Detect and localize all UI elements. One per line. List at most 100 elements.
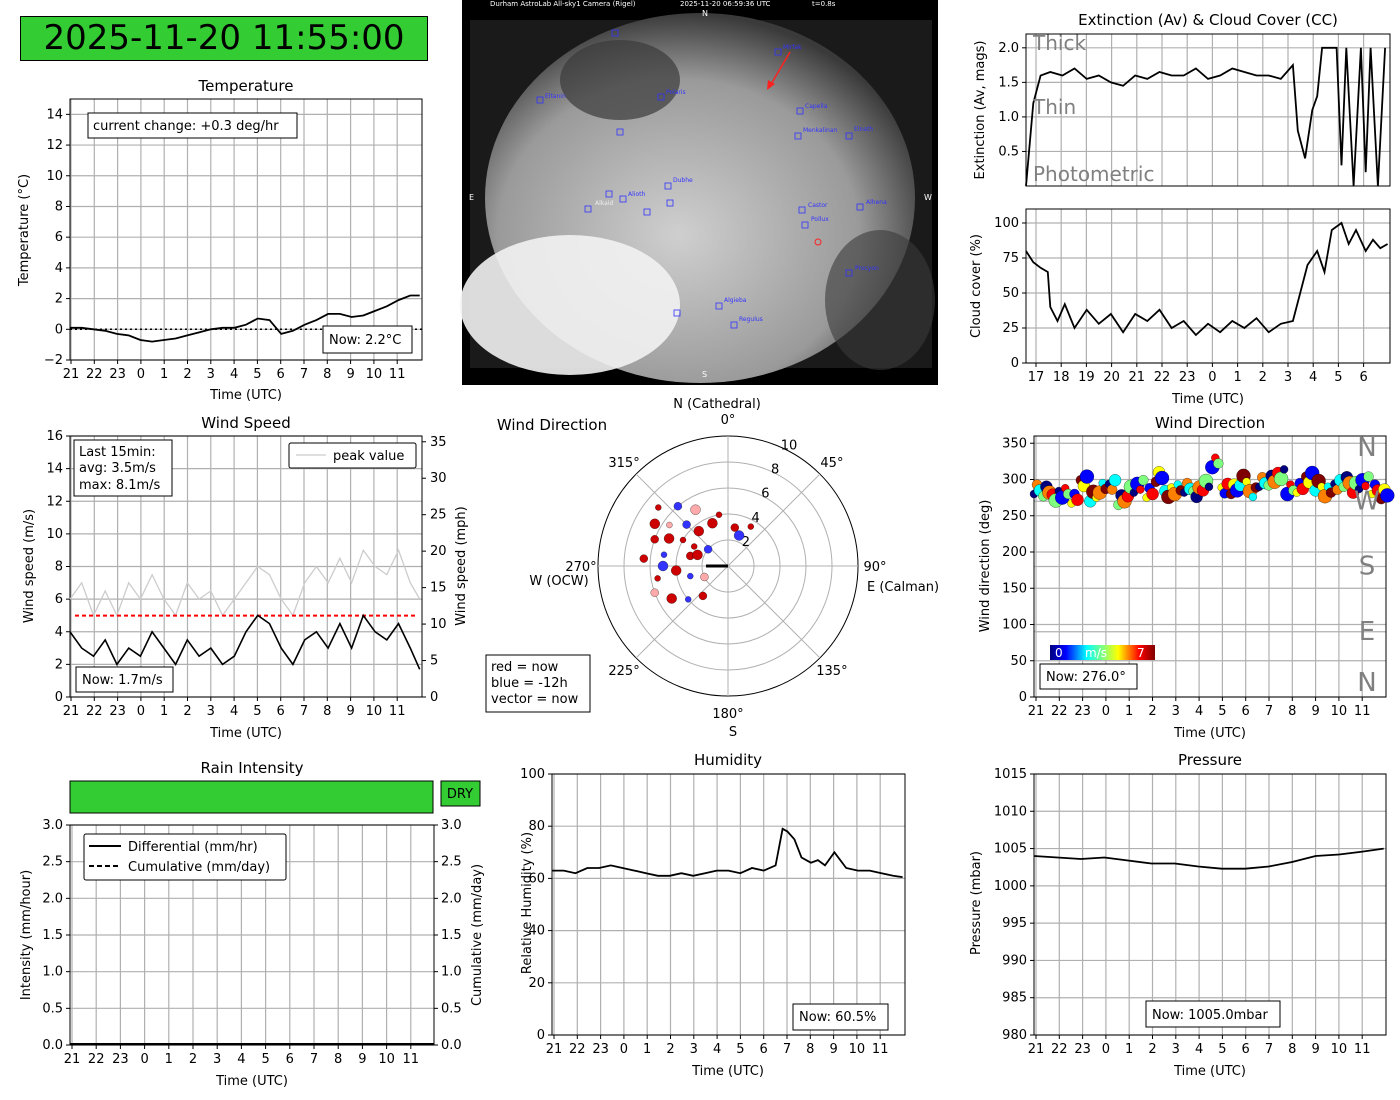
temperature-ytick-label: 8 [55, 199, 63, 214]
wind-dir-point [1380, 488, 1395, 503]
polar-angle-label: 90° [863, 560, 886, 575]
wind-speed-ytick-label: 16 [46, 429, 63, 444]
wind-dir-xtick-label: 1 [1125, 704, 1133, 719]
wind-speed-xtick-label: 8 [323, 704, 331, 719]
wind-speed-xtick-label: 6 [277, 704, 285, 719]
rain-xtick-label: 1 [165, 1052, 173, 1067]
wind-dir-colorbar-label: m/s [1085, 646, 1107, 660]
wind-dir-ytick-label: 150 [1002, 581, 1027, 596]
wind-dir-point [1079, 469, 1095, 484]
polar-point [657, 560, 669, 572]
wind-speed-xtick-label: 4 [230, 704, 238, 719]
temperature-xtick-label: 5 [253, 367, 261, 382]
wind-speed-ytick-right-label: 0 [430, 690, 438, 705]
temperature-xtick-label: 8 [323, 367, 331, 382]
wind-polar-legend-2: blue = -12h [491, 676, 568, 691]
pressure-xtick-label: 10 [1331, 1042, 1348, 1057]
camera-dir-n: N [702, 9, 708, 18]
humidity-xtick-label: 10 [849, 1042, 866, 1057]
polar-point [671, 565, 682, 576]
wind-dir-ytick-label: 100 [1002, 618, 1027, 633]
wind-speed-xtick-label: 5 [253, 704, 261, 719]
rain-xtick-label: 22 [88, 1052, 105, 1067]
wind-speed-xtick-label: 23 [109, 704, 126, 719]
camera-dir-e: E [469, 193, 474, 202]
polar-point [666, 521, 673, 529]
temperature-ytick-label: 2 [55, 292, 63, 307]
extinction-zone-thick: Thick [1032, 31, 1086, 55]
wind-dir-compass-label: E [1359, 617, 1375, 647]
temperature-xtick-label: 0 [137, 367, 145, 382]
wind-polar-legend-1: red = now [491, 660, 559, 675]
wind-dir-xtick-label: 6 [1242, 704, 1250, 719]
humidity-xtick-label: 3 [690, 1042, 698, 1057]
wind-speed-ytick-label: 8 [55, 560, 63, 575]
polar-radius-label: 4 [751, 511, 759, 526]
rain-ytick-right-label: 2.5 [441, 855, 462, 870]
cloud-cover-xtick-label: 1 [1233, 370, 1241, 385]
extinction-ytick-label: 2.0 [998, 41, 1019, 56]
pressure-xtick-label: 9 [1311, 1042, 1319, 1057]
temperature-ytick-label: 12 [46, 138, 63, 153]
wind-dir-point [1108, 474, 1122, 487]
rain-xtick-label: 11 [403, 1052, 420, 1067]
wind-dir-xtick-label: 5 [1218, 704, 1226, 719]
star-alioth: Alioth [628, 191, 645, 198]
camera-star-markers [536, 29, 864, 329]
polar-point [715, 511, 723, 518]
wind-dir-colorbar-min: 0 [1055, 646, 1063, 660]
cloud-cover-xtick-label: 5 [1334, 370, 1342, 385]
pressure-xtick-label: 8 [1288, 1042, 1296, 1057]
polar-point [673, 502, 683, 511]
humidity-xtick-label: 1 [643, 1042, 651, 1057]
polar-angle-label: 180° [712, 707, 743, 722]
rain-ytick-right-label: 1.5 [441, 928, 462, 943]
temperature-xtick-label: 1 [160, 367, 168, 382]
polar-point [692, 549, 703, 561]
temperature-xtick-label: 11 [389, 367, 406, 382]
rain-chart: Rain Intensity DRY 3.0 2.5 2.0 1.5 1.0 0.5 0.0… [19, 759, 485, 1089]
wind-dir-xtick-label: 0 [1102, 704, 1110, 719]
cloud-cover-xtick-label: 22 [1154, 370, 1171, 385]
polar-point [693, 525, 704, 537]
timestamp-banner: 2025-11-20 11:55:00 [20, 16, 428, 61]
cloud-cover-xtick-label: 17 [1028, 370, 1045, 385]
pressure-xlabel: Time (UTC) [1173, 1064, 1246, 1079]
wind-speed-xlabel: Time (UTC) [209, 726, 282, 741]
wind-dir-ytick-label: 0 [1019, 690, 1027, 705]
pressure-xtick-label: 21 [1028, 1042, 1045, 1057]
extinction-chart: Extinction (Av) & Cloud Cover (CC) 2.0 1.… [973, 11, 1391, 187]
polar-point [687, 572, 694, 580]
wind-speed-ytick-label: 10 [46, 527, 63, 542]
polar-point [691, 543, 698, 550]
wind-speed-xtick-label: 3 [207, 704, 215, 719]
pressure-ytick-label: 1005 [994, 842, 1027, 857]
polar-point [650, 535, 659, 544]
temperature-xtick-label: 10 [366, 367, 383, 382]
pressure-ytick-label: 1015 [994, 767, 1027, 782]
wind-dir-compass-label: W [1354, 486, 1380, 516]
rain-ytick-label: 0.5 [42, 1001, 63, 1016]
polar-point [700, 572, 709, 582]
wind-dir-compass-label: N [1357, 668, 1376, 698]
rain-ytick-label: 0.0 [42, 1038, 63, 1053]
humidity-ytick-label: 40 [528, 924, 545, 939]
polar-point [690, 504, 701, 515]
polar-point [703, 545, 713, 554]
temperature-ytick-label: −2 [44, 353, 63, 368]
camera-header-title: Durham AstroLab All-sky1 Camera (Rigel) [490, 0, 636, 8]
wind-dir-xlabel: Time (UTC) [1173, 726, 1246, 741]
wind-speed-ytick-label: 4 [55, 625, 63, 640]
extinction-series-line [1025, 46, 1386, 187]
rain-xtick-label: 6 [286, 1052, 294, 1067]
wind-speed-ytick-right-label: 15 [430, 581, 447, 596]
wind-dir-point [1363, 471, 1374, 482]
humidity-xtick-label: 8 [806, 1042, 814, 1057]
humidity-ytick-label: 60 [528, 871, 545, 886]
wind-speed-ytick-right-label: 35 [430, 435, 447, 450]
cloud-cover-xtick-label: 23 [1179, 370, 1196, 385]
wind-speed-title: Wind Speed [201, 414, 291, 432]
star-procyon: Procyon [855, 265, 879, 272]
rain-ytick-right-label: 0.5 [441, 1001, 462, 1016]
wind-polar-compass-w: W (OCW) [529, 574, 588, 589]
